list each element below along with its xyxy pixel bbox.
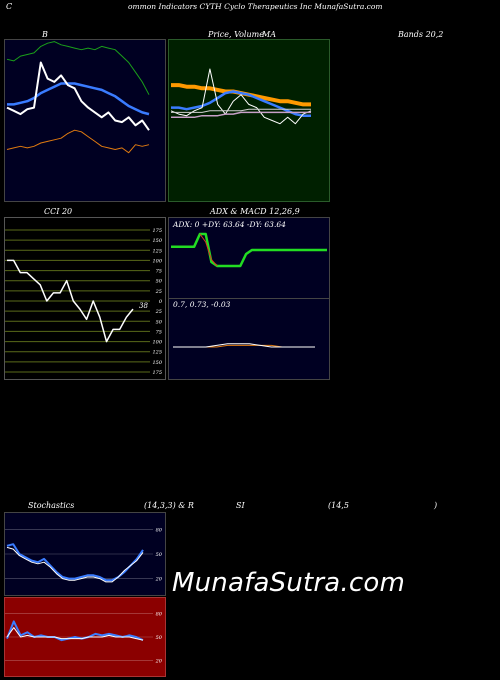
bands-title: Bands 20,2 — [398, 30, 444, 39]
adx-label: ADX: 0 +DY: 63.64 -DY: 63.64 — [172, 220, 286, 229]
price-ma-panel — [168, 39, 330, 202]
svg-rsi-series-line — [6, 627, 144, 641]
cci-panel: 175 150 125 100 75 50 25 0 25 50 75 100 125 150 175 38 — [4, 217, 166, 380]
svg-rsi-tick-label: 50 — [156, 635, 163, 641]
bollinger-series-line — [6, 41, 150, 95]
cci-tick-label: 125 — [152, 248, 162, 254]
rsi-panel: 80 50 20 — [4, 597, 166, 677]
cci-tick-label: 50 — [156, 279, 163, 285]
rsi-params-close: ) — [434, 501, 438, 510]
cci-tick-label: 25 — [155, 309, 162, 315]
stochastics-panel: 80 50 20 — [4, 512, 166, 596]
adx-panel: ADX: 0 +DY: 63.64 -DY: 63.64 — [168, 217, 330, 299]
price-volume-title: Price, Volume — [208, 30, 264, 39]
bollinger-chart — [6, 41, 150, 154]
svg-rsi-series-line — [6, 620, 144, 642]
rsi-chart: 80 50 20 — [5, 612, 163, 664]
page-title: ommon Indicators CYTH Cyclo Therapeutics… — [128, 2, 383, 11]
cci-tick-label: 50 — [156, 319, 163, 325]
price-ma-series-line — [171, 90, 311, 117]
cci-chart: 175 150 125 100 75 50 25 0 25 50 75 100 125 150 175 38 — [5, 228, 163, 376]
svg-stoch-series-line — [6, 546, 144, 583]
ma-title: MA — [262, 30, 276, 39]
cci-tick-label: 75 — [156, 269, 162, 275]
macd-line — [173, 343, 315, 348]
macd-panel: 0.7, 0.73, -0.03 — [168, 298, 330, 380]
cci-tick-label: 25 — [155, 289, 162, 295]
cci-tick-label: 175 — [152, 370, 162, 376]
bollinger-series-line — [6, 61, 150, 131]
cci-tick-label: 100 — [152, 258, 162, 264]
price-ma-series-line — [170, 68, 312, 125]
cci-tick-label: 75 — [156, 329, 162, 335]
rsi-title: SI — [236, 501, 245, 510]
cci-line — [7, 259, 134, 343]
header-prefix: C — [6, 2, 13, 11]
price-ma-series-line — [171, 111, 311, 119]
adx-macd-title: ADX & MACD 12,26,9 — [210, 207, 300, 216]
cci-tick-label: 100 — [152, 340, 162, 346]
stochastics-chart: 80 50 20 — [5, 527, 163, 583]
cci-title: CCI 20 — [44, 207, 73, 216]
cci-tick-label: 150 — [152, 360, 162, 366]
svg-rsi-tick-label: 80 — [156, 612, 163, 618]
svg-stoch-series-line — [6, 543, 144, 582]
bollinger-series-line — [7, 82, 150, 116]
macd-label: 0.7, 0.73, -0.03 — [173, 300, 231, 309]
macd-chart: 0.7, 0.73, -0.03 — [173, 300, 315, 348]
price-ma-chart — [170, 68, 312, 125]
cci-tick-label: 0 — [159, 299, 163, 305]
bollinger-title: B — [42, 30, 48, 39]
adx-plus-line — [171, 232, 327, 268]
adx-minus-line — [199, 233, 218, 267]
adx-chart: ADX: 0 +DY: 63.64 -DY: 63.64 — [171, 220, 327, 268]
rsi-params: (14,5 — [328, 501, 349, 510]
svg-stoch-tick-label: 20 — [155, 577, 163, 583]
watermark: MunafaSutra.com — [172, 568, 406, 598]
cci-tick-label: 150 — [152, 238, 162, 244]
cci-last-label: 38 — [139, 302, 148, 310]
cci-tick-label: 125 — [152, 350, 162, 356]
svg-rsi-tick-label: 20 — [155, 658, 163, 664]
stochastics-params: (14,3,3) & R — [144, 501, 194, 510]
svg-stoch-tick-label: 80 — [156, 527, 163, 533]
price-ma-series-line — [171, 108, 311, 113]
svg-stoch-tick-label: 50 — [156, 552, 163, 558]
bollinger-series-line — [6, 129, 150, 154]
cci-tick-label: 175 — [152, 228, 162, 234]
bollinger-panel — [4, 39, 166, 202]
stochastics-title: Stochastics — [28, 501, 75, 510]
